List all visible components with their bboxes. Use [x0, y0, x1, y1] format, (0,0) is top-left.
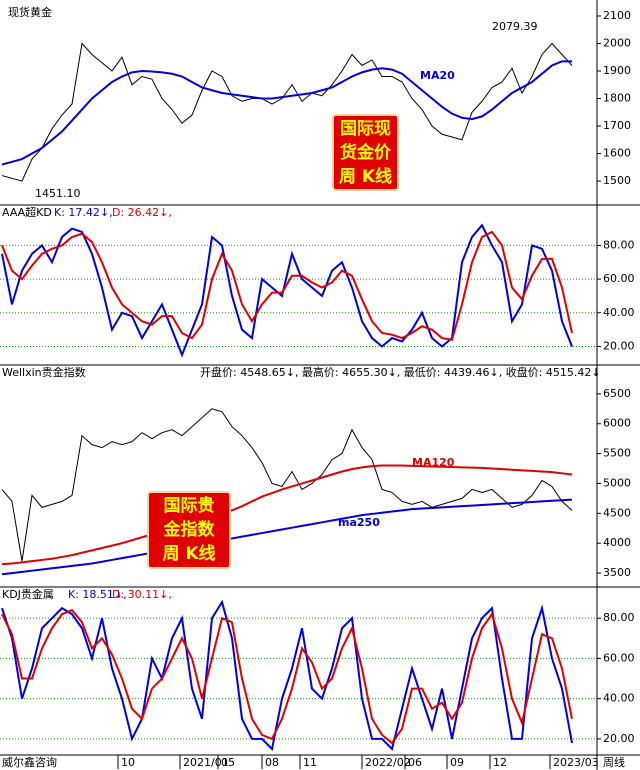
x-tick-label: 2022/02 [365, 756, 411, 769]
series-line [1, 498, 573, 576]
box-text: 周 K线 [162, 543, 215, 564]
panel-header: D: 30.11↓, [112, 588, 172, 601]
x-tick-label: 12 [493, 756, 507, 769]
series-line [1, 230, 573, 341]
footer-left: 威尔鑫咨询 [2, 755, 57, 769]
panel-header: AAA超KD [2, 205, 52, 219]
x-tick-label: 10 [121, 756, 135, 769]
y-tick-label: 4000 [603, 536, 631, 549]
y-tick-label: 1600 [603, 147, 631, 160]
y-tick-label: 4500 [603, 506, 631, 519]
y-tick-label: 6000 [603, 417, 631, 430]
footer-right: 周线 [603, 755, 625, 769]
x-tick-label: 05 [221, 756, 235, 769]
panel-header: Wellxin贵金指数 [2, 365, 86, 379]
annotation: 2079.39 [492, 20, 538, 33]
y-tick-label: 80.00 [603, 611, 635, 624]
box-text: 金指数 [163, 519, 216, 540]
y-tick-label: 5000 [603, 476, 631, 489]
y-tick-label: 1700 [603, 119, 631, 132]
panel-title: 现货黄金 [8, 5, 52, 19]
series-line [1, 464, 573, 566]
x-tick-label: 2021/01 [183, 756, 229, 769]
y-tick-label: 1900 [603, 64, 631, 77]
annotation: MA120 [412, 456, 455, 469]
y-tick-label: 3500 [603, 566, 631, 579]
y-tick-label: 40.00 [603, 306, 635, 319]
x-tick-label: 06 [408, 756, 422, 769]
y-tick-label: 2000 [603, 36, 631, 49]
y-tick-label: 60.00 [603, 651, 635, 664]
box-text: 周 K线 [339, 166, 392, 187]
x-tick-label: 11 [303, 756, 317, 769]
series-line [1, 408, 573, 562]
annotation: 1451.10 [35, 187, 81, 200]
y-tick-label: 1500 [603, 174, 631, 187]
annotation: ma250 [338, 516, 380, 529]
annotation: MA20 [420, 69, 455, 82]
y-tick-label: 40.00 [603, 692, 635, 705]
y-tick-label: 20.00 [603, 339, 635, 352]
box-text: 货金价 [340, 142, 392, 163]
box-bg [147, 491, 231, 569]
panel-header: 开盘价: 4548.65↓, 最高价: 4655.30↓, 最低价: 4439.… [200, 365, 601, 379]
x-tick-label: 08 [265, 756, 279, 769]
box-text: 国际现 [340, 119, 391, 139]
panel-header: K: 17.42↓, [54, 206, 113, 219]
x-tick-label: 2023/03 [553, 756, 599, 769]
y-tick-label: 1800 [603, 92, 631, 105]
panel-header: K: 18.51↓, [68, 588, 127, 601]
box-text: 国际贵 [164, 495, 215, 516]
y-tick-label: 2100 [603, 9, 631, 22]
series-line [1, 42, 573, 182]
panel-header: KDJ贵金属 [2, 587, 54, 601]
y-tick-label: 6500 [603, 387, 631, 400]
series-line [1, 223, 573, 358]
series-line [1, 599, 573, 752]
x-tick-label: 09 [450, 756, 464, 769]
y-tick-label: 5500 [603, 447, 631, 460]
series-line [1, 60, 572, 166]
y-tick-label: 20.00 [603, 732, 635, 745]
y-tick-label: 80.00 [603, 238, 635, 251]
panel-header: D: 26.42↓, [112, 206, 172, 219]
box-bg [332, 114, 399, 191]
y-tick-label: 60.00 [603, 272, 635, 285]
series-line [1, 608, 573, 745]
